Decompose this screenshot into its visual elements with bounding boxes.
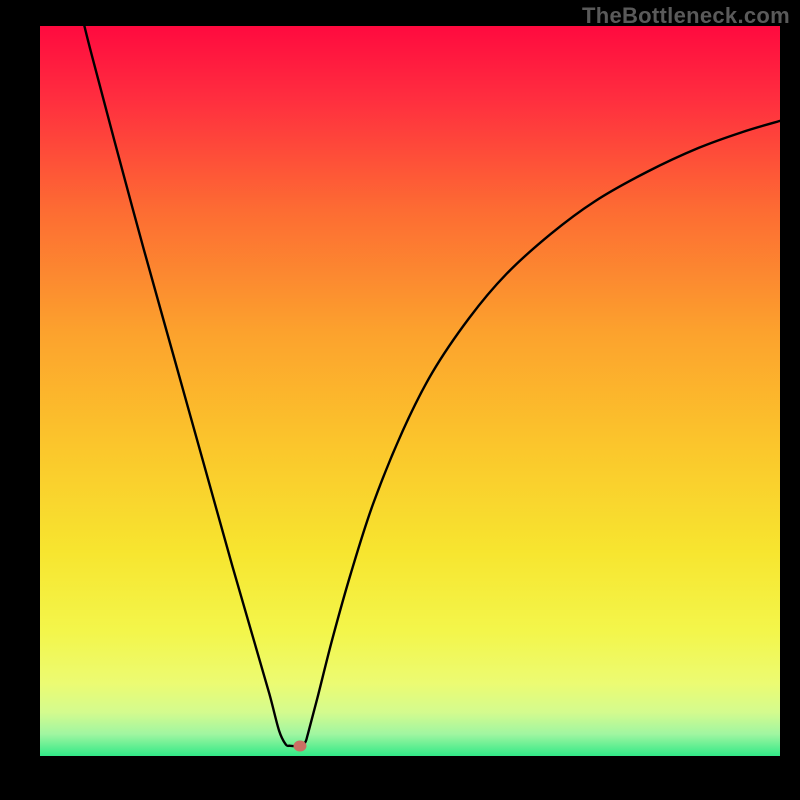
chart-frame: TheBottleneck.com: [0, 0, 800, 800]
plot-area: [40, 26, 780, 756]
bottleneck-curve-svg: [40, 26, 780, 756]
minimum-marker: [294, 740, 307, 751]
bottleneck-curve-path: [84, 26, 780, 746]
